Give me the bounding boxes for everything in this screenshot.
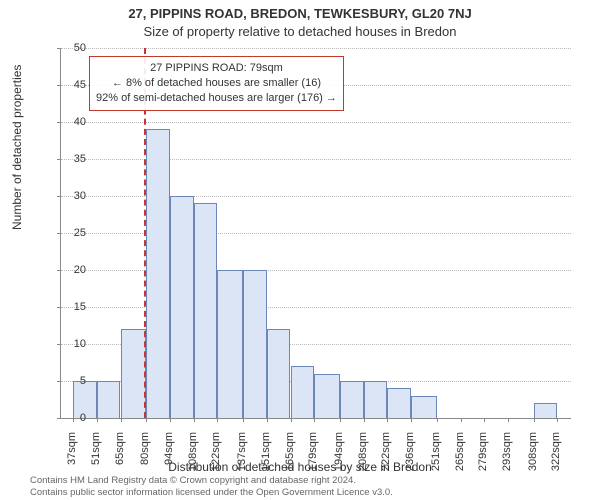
xtick-mark bbox=[314, 418, 315, 422]
annotation-box: 27 PIPPINS ROAD: 79sqm← 8% of detached h… bbox=[89, 56, 344, 111]
ytick-label: 0 bbox=[56, 412, 86, 424]
xtick-mark bbox=[121, 418, 122, 422]
footer-attribution: Contains HM Land Registry data © Crown c… bbox=[30, 475, 393, 498]
gridline bbox=[61, 122, 571, 123]
gridline bbox=[61, 159, 571, 160]
ytick-label: 25 bbox=[56, 227, 86, 239]
xtick-label: 194sqm bbox=[333, 432, 345, 472]
y-axis-label: Number of detached properties bbox=[10, 65, 24, 230]
page-subtitle: Size of property relative to detached ho… bbox=[0, 24, 600, 39]
ytick-label: 50 bbox=[56, 42, 86, 54]
footer-line2: Contains public sector information licen… bbox=[30, 487, 393, 498]
annotation-line: 92% of semi-detached houses are larger (… bbox=[96, 91, 337, 106]
xtick-mark bbox=[267, 418, 268, 422]
footer-line1: Contains HM Land Registry data © Crown c… bbox=[30, 475, 393, 486]
xtick-label: 251sqm bbox=[430, 432, 442, 472]
xtick-label: 137sqm bbox=[236, 432, 248, 472]
xtick-mark bbox=[534, 418, 535, 422]
xtick-mark bbox=[437, 418, 438, 422]
ytick-label: 20 bbox=[56, 264, 86, 276]
gridline bbox=[61, 307, 571, 308]
gridline bbox=[61, 48, 571, 49]
histogram-bar bbox=[314, 374, 340, 418]
xtick-label: 322sqm bbox=[550, 432, 562, 472]
xtick-mark bbox=[508, 418, 509, 422]
xtick-mark bbox=[364, 418, 365, 422]
xtick-label: 80sqm bbox=[139, 432, 151, 472]
histogram-bar bbox=[146, 129, 170, 418]
histogram-bar bbox=[411, 396, 437, 418]
histogram-bar bbox=[291, 366, 315, 418]
xtick-label: 279sqm bbox=[477, 432, 489, 472]
xtick-mark bbox=[387, 418, 388, 422]
xtick-label: 293sqm bbox=[501, 432, 513, 472]
xtick-label: 208sqm bbox=[357, 432, 369, 472]
xtick-mark bbox=[484, 418, 485, 422]
xtick-label: 108sqm bbox=[187, 432, 199, 472]
xtick-label: 151sqm bbox=[260, 432, 272, 472]
xtick-mark bbox=[146, 418, 147, 422]
xtick-mark bbox=[170, 418, 171, 422]
xtick-label: 179sqm bbox=[307, 432, 319, 472]
histogram-bar bbox=[267, 329, 291, 418]
xtick-mark bbox=[243, 418, 244, 422]
xtick-label: 236sqm bbox=[404, 432, 416, 472]
xtick-label: 122sqm bbox=[210, 432, 222, 472]
histogram-bar bbox=[387, 388, 411, 418]
histogram-bar bbox=[217, 270, 243, 418]
histogram-bar bbox=[364, 381, 388, 418]
gridline bbox=[61, 270, 571, 271]
xtick-mark bbox=[557, 418, 558, 422]
xtick-label: 37sqm bbox=[66, 432, 78, 472]
xtick-mark bbox=[291, 418, 292, 422]
ytick-label: 30 bbox=[56, 190, 86, 202]
xtick-label: 265sqm bbox=[454, 432, 466, 472]
annotation-line: 27 PIPPINS ROAD: 79sqm bbox=[96, 61, 337, 76]
ytick-label: 15 bbox=[56, 301, 86, 313]
gridline bbox=[61, 233, 571, 234]
xtick-label: 222sqm bbox=[380, 432, 392, 472]
xtick-mark bbox=[461, 418, 462, 422]
xtick-mark bbox=[194, 418, 195, 422]
xtick-label: 165sqm bbox=[284, 432, 296, 472]
xtick-mark bbox=[340, 418, 341, 422]
ytick-label: 35 bbox=[56, 153, 86, 165]
histogram-bar bbox=[194, 203, 218, 418]
xtick-mark bbox=[217, 418, 218, 422]
histogram-plot: 27 PIPPINS ROAD: 79sqm← 8% of detached h… bbox=[60, 48, 571, 419]
histogram-bar bbox=[534, 403, 558, 418]
histogram-bar bbox=[243, 270, 267, 418]
histogram-bar bbox=[121, 329, 147, 418]
xtick-label: 65sqm bbox=[114, 432, 126, 472]
gridline bbox=[61, 196, 571, 197]
ytick-label: 10 bbox=[56, 338, 86, 350]
xtick-mark bbox=[411, 418, 412, 422]
xtick-label: 51sqm bbox=[90, 432, 102, 472]
ytick-label: 40 bbox=[56, 116, 86, 128]
xtick-label: 94sqm bbox=[163, 432, 175, 472]
histogram-bar bbox=[340, 381, 364, 418]
histogram-bar bbox=[170, 196, 194, 418]
annotation-line: ← 8% of detached houses are smaller (16) bbox=[96, 76, 337, 91]
xtick-label: 308sqm bbox=[527, 432, 539, 472]
ytick-label: 45 bbox=[56, 79, 86, 91]
histogram-bar bbox=[97, 381, 121, 418]
ytick-label: 5 bbox=[56, 375, 86, 387]
xtick-mark bbox=[97, 418, 98, 422]
page-title: 27, PIPPINS ROAD, BREDON, TEWKESBURY, GL… bbox=[0, 6, 600, 21]
